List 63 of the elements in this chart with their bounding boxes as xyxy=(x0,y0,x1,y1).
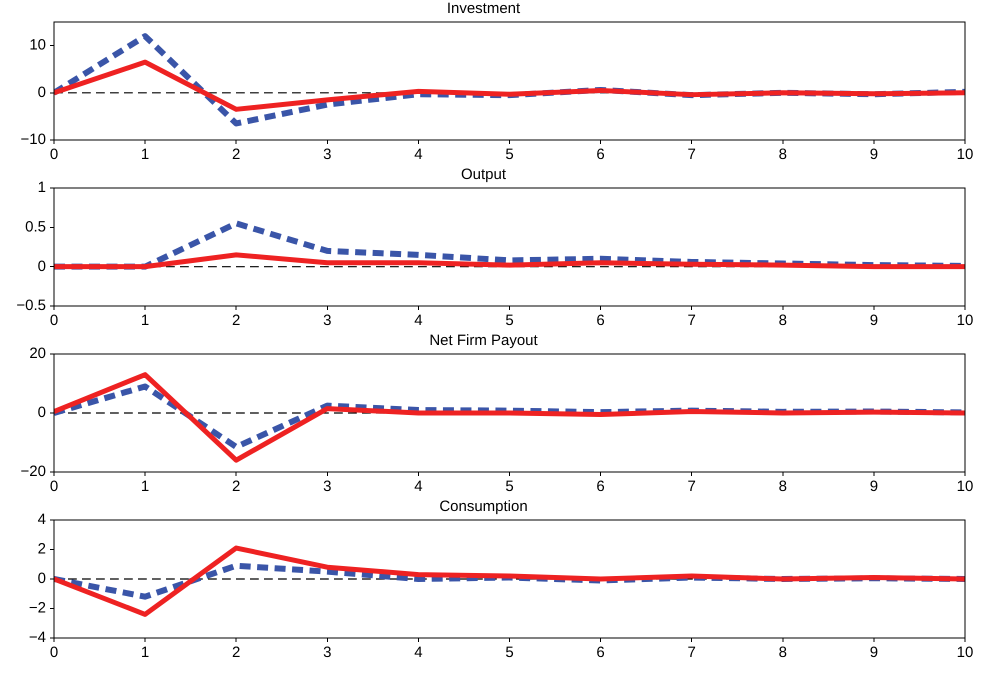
x-tick-label: 2 xyxy=(232,478,240,496)
y-tick-label: −0.5 xyxy=(16,297,46,314)
x-tick-label: 1 xyxy=(140,478,150,496)
x-tick-label: 8 xyxy=(778,312,787,330)
y-tick-label: −10 xyxy=(20,131,46,148)
x-tick-label: 10 xyxy=(956,146,974,164)
x-tick-label: 0 xyxy=(50,644,58,662)
x-tick-label: 2 xyxy=(232,644,240,662)
x-tick-label: 9 xyxy=(870,644,878,662)
y-tick-label: 2 xyxy=(38,540,46,558)
x-tick-label: 3 xyxy=(323,478,332,496)
x-tick-label: 10 xyxy=(956,644,974,662)
x-tick-label: 6 xyxy=(596,312,605,330)
x-tick-label: 8 xyxy=(778,644,787,662)
x-tick-label: 4 xyxy=(414,644,423,662)
y-tick-label: 0 xyxy=(38,404,46,422)
y-tick-label: 4 xyxy=(38,511,46,528)
y-tick-label: 1 xyxy=(38,179,46,196)
x-tick-label: 7 xyxy=(688,478,696,496)
y-tick-label: 0.5 xyxy=(25,218,46,236)
y-tick-label: 0 xyxy=(38,258,46,275)
x-tick-label: 9 xyxy=(870,478,878,496)
x-tick-label: 9 xyxy=(870,146,878,164)
x-tick-label: 3 xyxy=(323,312,332,330)
x-tick-label: 0 xyxy=(50,312,58,330)
x-tick-label: 10 xyxy=(956,312,974,330)
x-tick-label: 4 xyxy=(414,478,423,496)
x-tick-label: 5 xyxy=(505,312,514,330)
y-tick-label: 0 xyxy=(38,570,46,588)
x-tick-label: 0 xyxy=(50,478,58,496)
x-tick-label: 8 xyxy=(778,478,787,496)
x-tick-label: 1 xyxy=(140,146,150,164)
x-tick-label: 5 xyxy=(505,644,514,662)
chart-title: Output xyxy=(460,166,507,184)
x-tick-label: 8 xyxy=(778,146,787,164)
x-tick-label: 5 xyxy=(505,478,514,496)
x-tick-label: 6 xyxy=(596,478,605,496)
x-tick-label: 1 xyxy=(140,312,150,330)
x-tick-label: 4 xyxy=(414,312,423,330)
chart-title: Investment xyxy=(446,0,522,18)
x-tick-label: 6 xyxy=(596,644,605,662)
y-tick-label: −2 xyxy=(28,600,46,617)
y-tick-label: −20 xyxy=(20,463,46,480)
x-tick-label: 10 xyxy=(956,478,974,496)
x-tick-label: 9 xyxy=(870,312,878,330)
x-tick-label: 2 xyxy=(232,312,240,330)
x-tick-label: 6 xyxy=(596,146,605,164)
y-tick-label: 20 xyxy=(29,345,46,362)
x-tick-label: 7 xyxy=(688,644,696,662)
chart-title: Consumption xyxy=(439,498,528,516)
x-tick-label: 4 xyxy=(414,146,423,164)
x-tick-label: 1 xyxy=(140,644,150,662)
x-tick-label: 0 xyxy=(50,146,58,164)
x-tick-label: 7 xyxy=(688,146,696,164)
y-tick-label: 10 xyxy=(29,36,46,54)
x-tick-label: 2 xyxy=(232,146,240,164)
y-tick-label: −4 xyxy=(28,629,46,646)
y-tick-label: 0 xyxy=(38,84,46,101)
x-tick-label: 7 xyxy=(688,312,696,330)
x-tick-label: 3 xyxy=(323,146,332,164)
chart-title: Net Firm Payout xyxy=(429,332,539,350)
x-tick-label: 3 xyxy=(323,644,332,662)
x-tick-label: 5 xyxy=(505,146,514,164)
